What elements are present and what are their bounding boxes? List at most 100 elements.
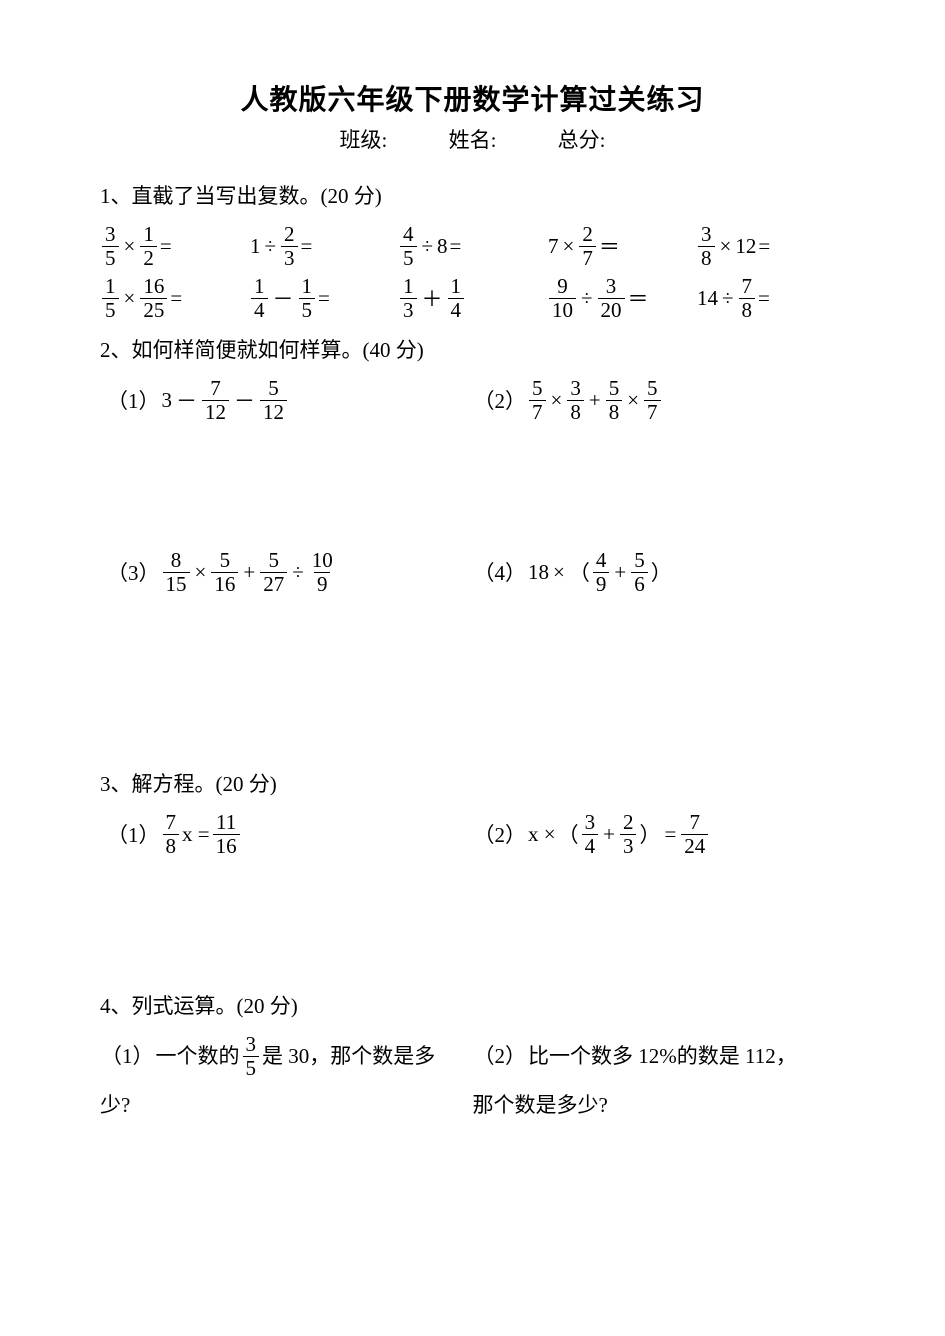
gap — [100, 426, 845, 546]
op: ÷ — [265, 234, 277, 259]
den: 2 — [140, 246, 157, 269]
s1r1c3: 45 ÷ 8 = — [398, 220, 547, 272]
den: 8 — [567, 400, 584, 423]
num: 9 — [554, 276, 571, 298]
s3q1: （1） 78 x = 1116 — [100, 808, 473, 860]
den: 8 — [698, 246, 715, 269]
s1r1c1: 35 × 12 = — [100, 220, 249, 272]
num: 3 — [243, 1034, 260, 1056]
s1r2c3: 13 ＋ 14 — [398, 272, 547, 324]
eq: = — [664, 822, 676, 847]
num: 1 — [251, 276, 268, 298]
num: 4 — [400, 224, 417, 246]
num: 5 — [265, 378, 282, 400]
text: 比一个数多 12%的数是 112， — [528, 1033, 797, 1079]
eq: = — [758, 286, 770, 311]
pre: x × — [528, 822, 556, 847]
s2q1: （1） 3 － 712 － 512 — [100, 374, 473, 426]
num: 1 — [448, 276, 465, 298]
den: 3 — [281, 246, 298, 269]
s2-row2: （3） 815 × 516 + 527 ÷ 109 （4） 18 × （ 49 … — [100, 546, 845, 598]
info-row: 班级: 姓名: 总分: — [100, 124, 845, 154]
op: × — [720, 234, 732, 259]
op: ÷ — [422, 234, 434, 259]
page-title: 人教版六年级下册数学计算过关练习 — [100, 78, 845, 118]
q-label: （4） — [474, 557, 527, 587]
num: 1 — [400, 276, 417, 298]
section2-head: 2、如何样简便就如何样算。(40 分) — [100, 334, 845, 364]
val: 7 — [548, 234, 559, 259]
den: 7 — [529, 400, 546, 423]
num: 10 — [309, 550, 336, 572]
op: × — [553, 560, 565, 585]
den: 5 — [299, 298, 316, 321]
num: 1 — [140, 224, 157, 246]
eq: = — [301, 234, 313, 259]
den: 12 — [202, 400, 229, 423]
num: 7 — [739, 276, 756, 298]
den: 5 — [243, 1056, 260, 1079]
den: 25 — [140, 298, 167, 321]
q-label: （1） — [101, 1033, 154, 1079]
num: 1 — [102, 276, 119, 298]
q-label: （3） — [107, 557, 160, 587]
eq: = — [170, 286, 182, 311]
op: + — [614, 560, 626, 585]
den: 16 — [211, 572, 238, 595]
den: 12 — [260, 400, 287, 423]
score-label: 总分: — [558, 128, 606, 152]
s1r1c5: 38 × 12 = — [696, 220, 845, 272]
s1r2c2: 14 － 15 = — [249, 272, 398, 324]
den: 5 — [400, 246, 417, 269]
op: + — [589, 388, 601, 413]
val: 18 — [528, 560, 549, 585]
text: 一个数的 — [156, 1033, 240, 1079]
q-label: （2） — [474, 1033, 527, 1079]
den: 15 — [163, 572, 190, 595]
s2q3: （3） 815 × 516 + 527 ÷ 109 — [100, 546, 473, 598]
den: 4 — [251, 298, 268, 321]
num: 5 — [529, 378, 546, 400]
den: 8 — [606, 400, 623, 423]
num: 7 — [207, 378, 224, 400]
den: 4 — [582, 834, 599, 857]
q-label: （1） — [107, 385, 160, 415]
s4-row: （1） 一个数的 35 是 30，那个数是多 少? （2） 比一个数多 12%的… — [100, 1030, 845, 1128]
s2-row1: （1） 3 － 712 － 512 （2） 57 × 38 + 58 × 57 — [100, 374, 845, 426]
eq: ＝ — [599, 231, 620, 261]
op: × — [124, 234, 136, 259]
section1-head: 1、直截了当写出复数。(20 分) — [100, 180, 845, 210]
eq: = — [318, 286, 330, 311]
op: × — [124, 286, 136, 311]
s2q2: （2） 57 × 38 + 58 × 57 — [473, 374, 846, 426]
val: 8 — [437, 234, 448, 259]
val: 3 — [162, 388, 173, 413]
den: 7 — [579, 246, 596, 269]
rparen: ） — [651, 557, 672, 587]
den: 9 — [314, 572, 331, 595]
eq: = — [758, 234, 770, 259]
class-label: 班级: — [339, 128, 387, 152]
num: 5 — [217, 550, 234, 572]
section3-head: 3、解方程。(20 分) — [100, 768, 845, 798]
mid: x = — [182, 822, 210, 847]
val: 12 — [735, 234, 756, 259]
den: 8 — [163, 834, 180, 857]
s4q2: （2） 比一个数多 12%的数是 112， 那个数是多少? — [473, 1030, 846, 1128]
s4q1: （1） 一个数的 35 是 30，那个数是多 少? — [100, 1030, 473, 1128]
num: 2 — [281, 224, 298, 246]
num: 11 — [213, 812, 239, 834]
den: 3 — [620, 834, 637, 857]
val: 1 — [250, 234, 261, 259]
den: 16 — [213, 834, 240, 857]
den: 9 — [593, 572, 610, 595]
op: ÷ — [722, 286, 734, 311]
s1-row2: 15 × 1625 = 14 － 15 = 13 ＋ 14 910 ÷ 320 … — [100, 272, 845, 324]
s1-row1: 35 × 12 = 1 ÷ 23 = 45 ÷ 8 = 7 × 27 ＝ 38 … — [100, 220, 845, 272]
val: 14 — [697, 286, 718, 311]
eq: = — [450, 234, 462, 259]
s1r2c5: 14 ÷ 78 = — [696, 272, 845, 324]
s1r2c1: 15 × 1625 = — [100, 272, 249, 324]
s1r2c4: 910 ÷ 320 ＝ — [547, 272, 696, 324]
text: 那个数是多少? — [473, 1082, 846, 1128]
